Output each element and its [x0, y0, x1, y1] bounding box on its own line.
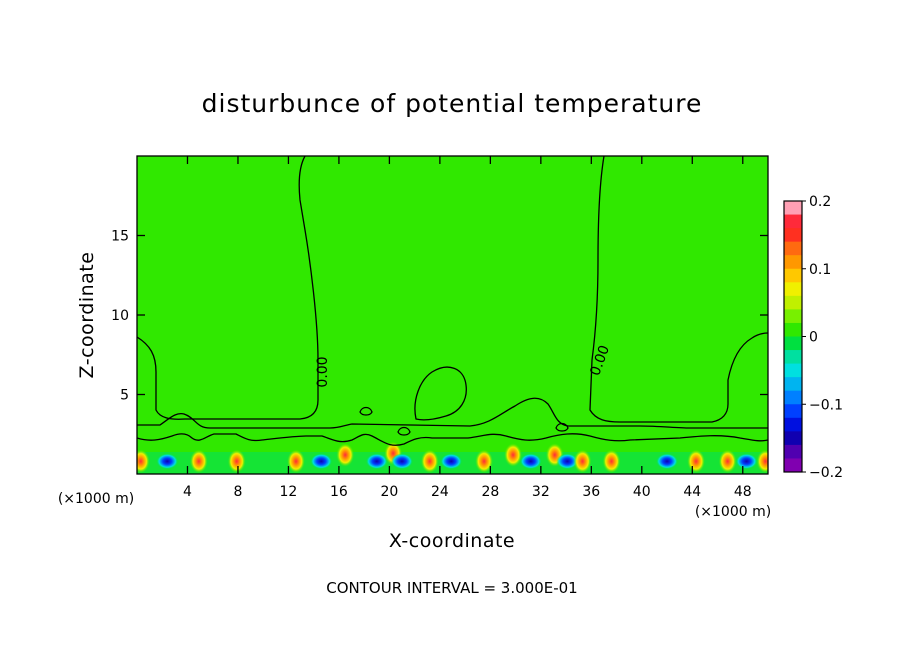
- warm-anomaly: [573, 449, 592, 474]
- cold-anomaly: [365, 453, 388, 470]
- cold-anomaly: [735, 453, 758, 470]
- x-axis-label: X-coordinate: [389, 530, 515, 552]
- colorbar-swatch: [784, 309, 802, 324]
- warm-anomaly: [687, 449, 706, 474]
- cold-anomaly: [556, 453, 579, 470]
- x-tick-label: 24: [431, 484, 449, 500]
- warm-anomaly: [420, 449, 439, 474]
- colorbar-swatch: [784, 458, 802, 473]
- cold-anomaly: [440, 453, 463, 470]
- colorbar-swatch: [784, 241, 802, 256]
- warm-anomaly: [137, 449, 150, 474]
- contour-interval-note: CONTOUR INTERVAL = 3.000E-01: [326, 579, 577, 597]
- colorbar-swatch: [784, 255, 802, 270]
- colorbar-tick-label: 0: [809, 330, 818, 346]
- colorbar-swatch: [784, 336, 802, 351]
- colorbar-tick-labels: 0.2 0.1 0 −0.1 −0.2: [802, 194, 843, 481]
- colorbar-tick-label: 0.1: [809, 262, 831, 278]
- x-tick-label: 32: [532, 484, 550, 500]
- warm-anomaly: [287, 449, 306, 474]
- x-tick-label: 48: [734, 484, 752, 500]
- cold-anomaly: [656, 453, 679, 470]
- x-tick-label: 8: [233, 484, 242, 500]
- x-tick-label: 4: [183, 484, 192, 500]
- warm-anomaly: [504, 442, 523, 467]
- colorbar-swatch: [784, 214, 802, 229]
- x-axis-ticks: [186, 156, 744, 474]
- colorbar-swatch: [784, 404, 802, 419]
- contour-label-left: 0.00: [315, 356, 331, 387]
- colorbar-swatch: [784, 431, 802, 446]
- x-tick-label: 12: [280, 484, 298, 500]
- colorbar-tick-label: −0.1: [809, 397, 843, 413]
- y-axis-label: Z-coordinate: [76, 252, 98, 379]
- cold-anomaly: [156, 453, 179, 470]
- warm-anomaly: [602, 449, 621, 474]
- colorbar-swatch: [784, 322, 802, 337]
- contour-line-right-column: [589, 156, 768, 423]
- warm-anomaly: [227, 449, 246, 474]
- colorbar-swatch: [784, 417, 802, 432]
- y-axis-tick-labels: 5 10 15: [111, 229, 129, 404]
- colorbar-swatch: [784, 350, 802, 365]
- disturbance-band: [137, 441, 768, 474]
- y-axis-unit: (×1000 m): [58, 491, 134, 507]
- colorbar-swatch: [784, 444, 802, 459]
- x-tick-label: 20: [380, 484, 398, 500]
- warm-anomaly: [336, 442, 355, 467]
- colorbar-swatch: [784, 377, 802, 392]
- x-tick-label: 44: [683, 484, 701, 500]
- x-tick-label: 16: [330, 484, 348, 500]
- x-tick-label: 40: [633, 484, 651, 500]
- colorbar-swatch: [784, 268, 802, 283]
- x-axis-tick-labels: 4 8 12 16 20 24 28 32 36 40 44 48: [183, 484, 752, 500]
- cold-anomaly: [310, 453, 333, 470]
- y-tick-label: 15: [111, 229, 129, 245]
- colorbar-tick-label: 0.2: [809, 194, 831, 210]
- colorbar-swatch: [784, 390, 802, 405]
- contour-line-low-band: [137, 433, 768, 446]
- warm-anomaly: [718, 449, 737, 474]
- cold-anomaly: [391, 453, 414, 470]
- colorbar-swatch: [784, 295, 802, 310]
- colorbar-swatch: [784, 228, 802, 243]
- colorbar-swatch: [784, 282, 802, 297]
- colorbar-swatch: [784, 363, 802, 378]
- contour-line-small-blob-3: [555, 422, 569, 432]
- x-tick-label: 36: [582, 484, 600, 500]
- colorbar-tick-label: −0.2: [809, 465, 843, 481]
- y-axis-ticks: [137, 234, 768, 396]
- field-background: [137, 156, 768, 474]
- contour-line-left-column: [137, 156, 319, 420]
- warm-anomaly: [475, 449, 494, 474]
- cold-anomaly: [519, 453, 542, 470]
- contour-line-small-blob-1: [359, 406, 373, 416]
- contour-line-small-blob-2: [397, 426, 411, 436]
- y-tick-label: 10: [111, 308, 129, 324]
- x-tick-label: 28: [481, 484, 499, 500]
- chart-title: disturbunce of potential temperature: [202, 89, 703, 118]
- colorbar-swatch: [784, 201, 802, 216]
- contour-line-bump: [414, 366, 467, 421]
- y-tick-label: 5: [120, 388, 129, 404]
- warm-anomaly: [189, 449, 208, 474]
- x-axis-unit: (×1000 m): [695, 504, 771, 520]
- contour-line-upper-band: [137, 397, 768, 429]
- colorbar: [784, 201, 802, 473]
- warm-anomaly: [756, 449, 768, 474]
- contour-lines: [137, 156, 768, 446]
